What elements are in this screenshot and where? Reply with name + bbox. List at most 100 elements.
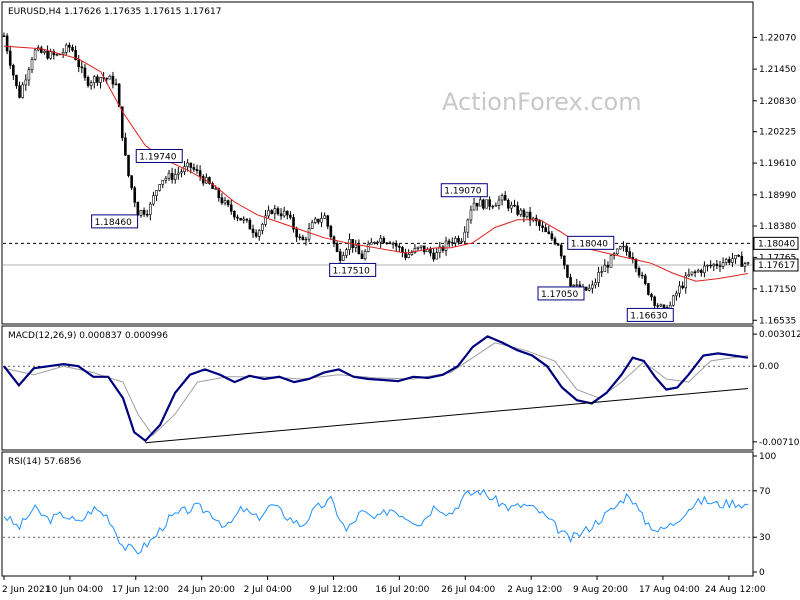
candle-body: [251, 228, 255, 233]
candle-body: [83, 67, 87, 78]
candle-body: [391, 243, 395, 245]
candle-body: [338, 251, 342, 261]
candle-body: [544, 227, 547, 233]
candle-body: [628, 251, 632, 258]
candle-body: [80, 66, 84, 69]
candle-body: [715, 263, 719, 266]
candle-body: [270, 210, 274, 214]
candle-body: [229, 204, 233, 212]
candle-body: [475, 202, 479, 207]
candle-body: [239, 217, 242, 221]
candle-body: [40, 47, 43, 53]
candle-body: [24, 79, 28, 86]
level-annotation-label: 1.17510: [333, 266, 370, 276]
macd-axis-tick-label: -0.007109: [759, 438, 800, 448]
price-axis-tick-label: 1.18380: [759, 222, 796, 232]
candle-body: [2, 35, 6, 37]
candle-body: [687, 273, 691, 277]
candle-body: [92, 76, 96, 83]
candle-body: [133, 187, 137, 203]
level-annotation-box: [329, 262, 377, 277]
candle-body: [743, 263, 747, 267]
level-annotation-label: 1.18040: [571, 239, 608, 249]
candle-body: [273, 208, 277, 214]
candle-body: [382, 237, 386, 244]
candle-body: [432, 252, 435, 260]
candle-body: [407, 254, 410, 258]
candle-body: [223, 200, 227, 204]
candle-body: [513, 204, 516, 207]
x-tick-label: 26 Jul 04:00: [441, 585, 495, 595]
candle-body: [173, 174, 177, 180]
level-annotation-label: 1.17050: [541, 290, 578, 300]
rsi-series-group: 100 70 30 0: [3, 452, 776, 578]
candle-body: [712, 263, 716, 267]
candle-body: [366, 243, 370, 252]
candle-body: [563, 255, 566, 266]
candle-body: [472, 202, 476, 211]
candle-body: [257, 230, 261, 237]
price-axis-tick-label: 1.22070: [759, 33, 796, 43]
candle-body: [482, 199, 485, 209]
candle-body: [298, 236, 302, 238]
candle-body: [99, 77, 102, 83]
candle-body: [510, 204, 513, 209]
candle-body: [643, 275, 647, 284]
candle-body: [494, 205, 498, 207]
x-tick-label: 16 Jul 20:00: [375, 585, 429, 595]
x-tick-label: 17 Aug 04:00: [639, 585, 700, 595]
candle-body: [64, 44, 68, 53]
candle-body: [189, 162, 193, 168]
candle-body: [519, 209, 523, 215]
candle-body: [681, 285, 684, 289]
candle-body: [329, 225, 333, 238]
candle-body: [659, 304, 663, 307]
candle-body: [89, 82, 93, 86]
candle-body: [379, 237, 382, 243]
candle-body: [634, 259, 638, 269]
price-axis-tick-label: 1.18990: [759, 191, 796, 201]
candle-body: [647, 283, 650, 295]
candle-body: [401, 247, 404, 253]
rsi-axis-tick-label: 30: [759, 533, 771, 543]
candle-body: [15, 74, 18, 87]
candle-body: [600, 271, 603, 273]
candle-body: [177, 172, 180, 175]
candle-body: [500, 195, 504, 201]
macd-header: MACD(12,26,9) 0.000837 0.000996: [8, 331, 168, 341]
macd-line: [3, 335, 749, 443]
candle-body: [398, 245, 401, 248]
candle-body: [77, 59, 81, 68]
level-annotation-box: [440, 183, 488, 198]
candle-body: [615, 248, 619, 255]
resistance-price-tag: 1.18040: [758, 239, 795, 249]
candle-body: [158, 184, 161, 191]
candle-body: [68, 44, 71, 48]
candle-body: [640, 274, 644, 277]
candle-body: [5, 35, 9, 52]
candle-body: [466, 219, 470, 233]
candle-body: [419, 245, 423, 248]
candle-body: [619, 246, 622, 250]
level-annotation-label: 1.16630: [630, 311, 667, 321]
candle-body: [43, 50, 46, 53]
candle-body: [700, 270, 703, 274]
candle-body: [706, 264, 709, 267]
candle-body: [656, 305, 660, 307]
rsi-axis-tick-label: 100: [759, 452, 776, 462]
candle-body: [444, 240, 448, 251]
candle-body: [538, 220, 541, 227]
level-annotation-box: [537, 286, 585, 301]
candle-body: [553, 238, 557, 245]
candle-body: [33, 49, 37, 60]
candle-body: [522, 209, 526, 217]
price-pane: [1, 1, 754, 325]
candle-body: [525, 211, 529, 217]
candle-body: [357, 244, 361, 255]
level-annotation-box: [135, 148, 183, 163]
candle-body: [139, 210, 143, 216]
moving-average-line: [3, 45, 749, 282]
macd-series-group: 0.003012 0.00 -0.007109: [3, 330, 800, 448]
candle-body: [491, 205, 495, 208]
